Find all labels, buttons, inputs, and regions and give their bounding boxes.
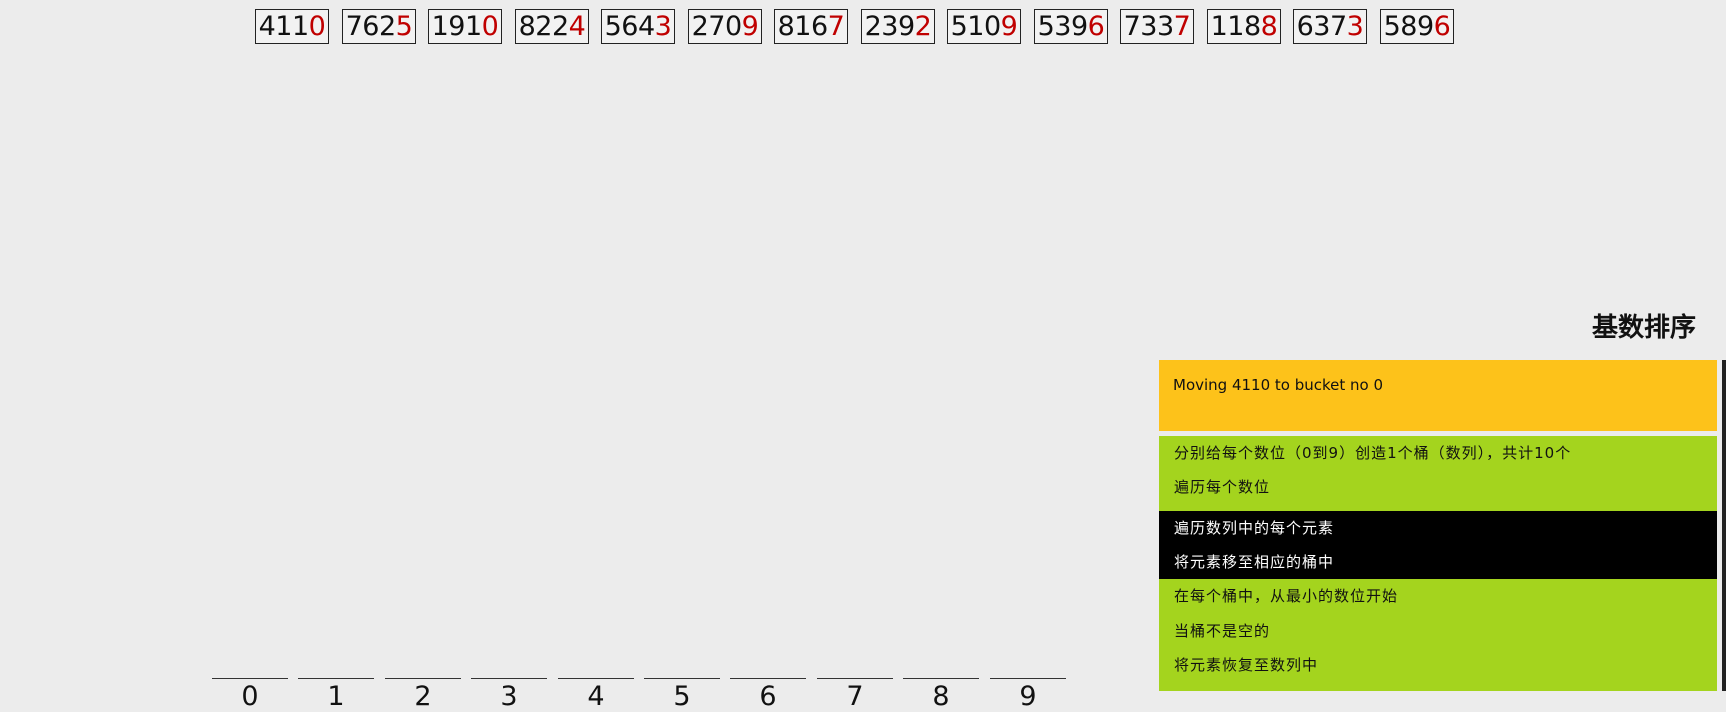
element-current-digit: 6 xyxy=(1087,11,1105,42)
bucket-label: 4 xyxy=(587,681,605,712)
array-element: 7625 xyxy=(342,9,416,44)
bucket-label: 8 xyxy=(932,681,950,712)
bucket-8: 8 xyxy=(903,678,979,712)
pseudocode-line: 在每个桶中，从最小的数位开始 xyxy=(1174,587,1399,605)
bucket-label: 0 xyxy=(241,681,259,712)
bucket-base-line xyxy=(212,678,288,679)
element-current-digit: 8 xyxy=(1260,11,1278,42)
array-element: 5109 xyxy=(947,9,1021,44)
array-element: 8224 xyxy=(515,9,589,44)
bucket-1: 1 xyxy=(298,678,374,712)
element-current-digit: 0 xyxy=(481,11,499,42)
bucket-base-line xyxy=(817,678,893,679)
bucket-label: 3 xyxy=(500,681,518,712)
bucket-label: 6 xyxy=(759,681,777,712)
element-current-digit: 0 xyxy=(308,11,326,42)
pseudocode-line: 遍历每个数位 xyxy=(1174,478,1271,496)
pseudocode-line: 当桶不是空的 xyxy=(1174,622,1271,640)
element-current-digit: 6 xyxy=(1433,11,1451,42)
bucket-label: 2 xyxy=(414,681,432,712)
bucket-0: 0 xyxy=(212,678,288,712)
array-element: 1910 xyxy=(428,9,502,44)
array-element: 4110 xyxy=(255,9,329,44)
pseudocode-line: 分别给每个数位（0到9）创造1个桶（数列），共计10个 xyxy=(1174,444,1572,462)
bucket-2: 2 xyxy=(385,678,461,712)
element-prefix: 589 xyxy=(1383,11,1435,42)
panel-edge-bar xyxy=(1722,360,1726,691)
element-current-digit: 2 xyxy=(914,11,932,42)
pseudocode-panel: 分别给每个数位（0到9）创造1个桶（数列），共计10个 遍历每个数位 遍历数列中… xyxy=(1159,436,1717,691)
element-prefix: 539 xyxy=(1037,11,1089,42)
bucket-5: 5 xyxy=(644,678,720,712)
bucket-base-line xyxy=(471,678,547,679)
bucket-base-line xyxy=(903,678,979,679)
element-prefix: 637 xyxy=(1296,11,1348,42)
element-prefix: 411 xyxy=(258,11,310,42)
element-current-digit: 3 xyxy=(1346,11,1364,42)
array-element: 5396 xyxy=(1034,9,1108,44)
bucket-label: 7 xyxy=(846,681,864,712)
bucket-base-line xyxy=(990,678,1066,679)
element-current-digit: 3 xyxy=(654,11,672,42)
status-panel: Moving 4110 to bucket no 0 xyxy=(1159,360,1717,431)
bucket-base-line xyxy=(558,678,634,679)
bucket-3: 3 xyxy=(471,678,547,712)
bucket-label: 1 xyxy=(327,681,345,712)
array-element: 6373 xyxy=(1293,9,1367,44)
array-element: 5643 xyxy=(601,9,675,44)
array-element: 8167 xyxy=(774,9,848,44)
element-prefix: 822 xyxy=(518,11,570,42)
element-prefix: 239 xyxy=(864,11,916,42)
pseudocode-line-active: 遍历数列中的每个元素 xyxy=(1159,511,1717,545)
bucket-label: 9 xyxy=(1019,681,1037,712)
array-element: 7337 xyxy=(1120,9,1194,44)
bucket-7: 7 xyxy=(817,678,893,712)
array-element: 2709 xyxy=(688,9,762,44)
page-title: 基数排序 xyxy=(1591,313,1696,343)
bucket-label: 5 xyxy=(673,681,691,712)
element-current-digit: 7 xyxy=(1173,11,1191,42)
bucket-4: 4 xyxy=(558,678,634,712)
element-prefix: 270 xyxy=(691,11,743,42)
array-element: 1188 xyxy=(1207,9,1281,44)
element-current-digit: 7 xyxy=(827,11,845,42)
element-prefix: 191 xyxy=(431,11,483,42)
element-prefix: 762 xyxy=(345,11,397,42)
element-current-digit: 9 xyxy=(1000,11,1018,42)
bucket-base-line xyxy=(730,678,806,679)
element-current-digit: 9 xyxy=(741,11,759,42)
bucket-base-line xyxy=(298,678,374,679)
element-prefix: 816 xyxy=(777,11,829,42)
bucket-base-line xyxy=(385,678,461,679)
bucket-9: 9 xyxy=(990,678,1066,712)
status-text: Moving 4110 to bucket no 0 xyxy=(1173,376,1384,394)
element-prefix: 510 xyxy=(950,11,1002,42)
element-prefix: 118 xyxy=(1210,11,1262,42)
element-prefix: 564 xyxy=(604,11,656,42)
pseudocode-line-active: 将元素移至相应的桶中 xyxy=(1159,545,1717,579)
bucket-6: 6 xyxy=(730,678,806,712)
element-current-digit: 4 xyxy=(568,11,586,42)
array-element: 5896 xyxy=(1380,9,1454,44)
element-prefix: 733 xyxy=(1123,11,1175,42)
array-element: 2392 xyxy=(861,9,935,44)
bucket-base-line xyxy=(644,678,720,679)
pseudocode-line: 将元素恢复至数列中 xyxy=(1174,656,1319,674)
element-current-digit: 5 xyxy=(395,11,413,42)
